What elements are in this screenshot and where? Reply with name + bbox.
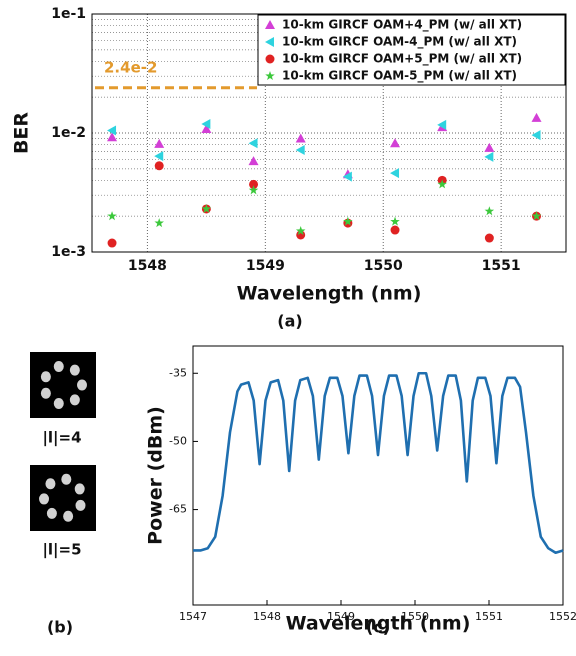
point	[248, 156, 259, 166]
mode-label: |l|=5	[42, 541, 81, 560]
point	[248, 185, 259, 195]
panel-caption: (a)	[277, 312, 302, 331]
point	[531, 130, 541, 141]
point	[295, 133, 306, 143]
point	[390, 168, 400, 179]
point	[484, 206, 495, 216]
x-axis-label: Wavelength (nm)	[237, 283, 422, 305]
point	[265, 20, 275, 29]
mode-lobe	[61, 473, 72, 485]
y-axis-label: Power (dBm)	[145, 406, 167, 545]
point	[201, 119, 211, 130]
point	[154, 138, 165, 148]
y-tick-label: 1e-1	[51, 6, 86, 22]
point	[201, 124, 212, 134]
x-tick-label: 1550	[364, 258, 403, 274]
point	[154, 218, 164, 228]
y-tick-label: 1e-3	[51, 244, 86, 260]
x-tick-label: 1548	[128, 258, 167, 274]
point	[437, 179, 447, 189]
y-tick-label: -35	[169, 366, 187, 379]
point	[265, 71, 275, 81]
point	[531, 112, 542, 122]
mode-lobe	[69, 364, 80, 376]
point	[249, 179, 259, 189]
point	[201, 203, 212, 213]
x-tick-label: 1552	[549, 610, 576, 623]
point	[342, 171, 352, 182]
point	[296, 230, 306, 240]
panel-caption: (b)	[47, 618, 73, 637]
point	[107, 238, 117, 248]
x-axis-label: Wavelength (nm)	[286, 613, 471, 635]
point	[154, 151, 164, 162]
mode-lobe	[63, 510, 74, 522]
x-tick-label: 1549	[327, 610, 355, 623]
point	[107, 125, 117, 136]
y-tick-label: 1e-2	[51, 125, 86, 141]
mode-label: |l|=4	[42, 429, 81, 448]
point	[390, 138, 401, 148]
legend-label: 10-km GIRCF OAM-5_PM (w/ all XT)	[282, 69, 517, 84]
point	[390, 216, 400, 226]
panel-caption: (c)	[366, 618, 390, 637]
point	[107, 211, 117, 221]
plot-frame	[192, 345, 564, 606]
plot-frame	[91, 13, 567, 253]
point	[484, 151, 494, 162]
mode-lobe	[39, 493, 50, 505]
y-tick-label: -65	[169, 503, 187, 516]
point	[437, 119, 447, 130]
legend-label: 10-km GIRCF OAM+4_PM (w/ all XT)	[282, 18, 522, 33]
threshold-label: 2.4e-2	[104, 58, 157, 76]
point	[295, 144, 305, 155]
point	[484, 233, 494, 243]
y-axis-label: BER	[11, 112, 33, 154]
x-tick-label: 1551	[482, 258, 521, 274]
point	[154, 161, 164, 171]
legend-label: 10-km GIRCF OAM-4_PM (w/ all XT)	[282, 35, 517, 50]
spectrum-line	[193, 371, 564, 555]
mode-lobe	[75, 499, 86, 511]
x-tick-label: 1549	[246, 258, 285, 274]
mode-lobe	[77, 379, 87, 391]
point	[484, 142, 495, 152]
mode-lobe	[46, 507, 57, 519]
point	[531, 211, 542, 221]
mode-lobe	[40, 371, 51, 383]
mode-lobe	[69, 394, 80, 406]
point	[265, 37, 274, 47]
legend-label: 10-km GIRCF OAM+5_PM (w/ all XT)	[282, 52, 522, 67]
mode-lobe	[45, 478, 56, 490]
point	[265, 54, 275, 64]
x-tick-label: 1547	[179, 610, 207, 623]
mode-lobe	[74, 483, 85, 495]
x-tick-label: 1550	[401, 610, 429, 623]
point	[248, 138, 258, 149]
x-tick-label: 1551	[475, 610, 503, 623]
x-tick-label: 1548	[253, 610, 281, 623]
mode-lobe	[53, 360, 64, 372]
point	[343, 216, 353, 226]
point	[107, 132, 118, 142]
mode-lobe	[53, 398, 64, 410]
legend-box	[257, 14, 566, 86]
mode-lobe	[40, 387, 51, 399]
point	[295, 226, 306, 236]
y-tick-label: -50	[169, 434, 187, 447]
point	[390, 225, 400, 235]
